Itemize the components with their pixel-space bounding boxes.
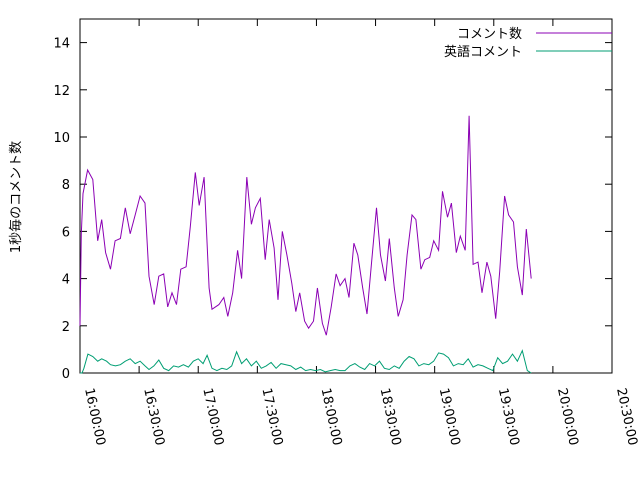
x-tick-label: 16:00:00 [81,387,108,447]
y-tick-label: 14 [53,37,70,52]
y-tick-label: 6 [62,225,70,240]
x-tick-label: 18:00:00 [318,387,345,447]
x-tick-label: 16:30:00 [140,387,167,447]
series-line-1 [80,349,532,374]
x-tick-label: 17:00:00 [199,387,226,447]
legend-label: コメント数 [457,27,522,42]
x-tick-label: 20:00:00 [554,387,581,447]
y-tick-label: 0 [62,367,70,382]
x-tick-label: 19:30:00 [495,387,522,447]
x-tick-label: 20:30:00 [613,387,640,447]
legend-label: 英語コメント [444,44,522,60]
plot-frame [79,18,613,374]
y-tick-label: 8 [62,178,70,193]
series-lines [79,115,532,374]
y-tick-label: 12 [53,84,70,99]
plot-axes: 0 2 4 6 8 10 12 14 16:00:00 16:30:00 17:00:00 17:30… [53,18,640,447]
y-tick-label: 4 [62,273,70,288]
series-line-0 [79,115,532,336]
y-axis-label: 1秒毎のコメント数 [8,141,24,253]
x-tick-label: 19:00:00 [436,387,463,447]
y-tick-label: 10 [53,131,70,146]
x-tick-label: 17:30:00 [258,387,285,447]
x-tick-label: 18:30:00 [377,387,404,447]
y-tick-label: 2 [62,320,70,335]
